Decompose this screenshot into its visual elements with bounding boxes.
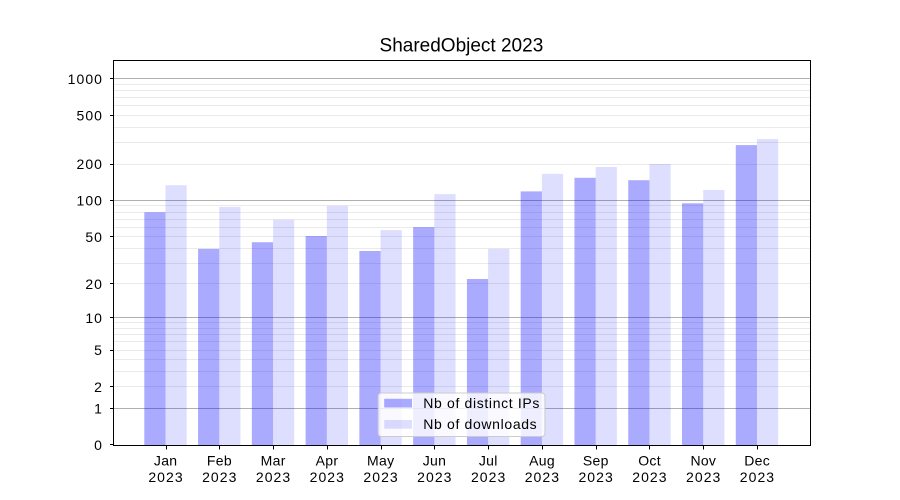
svg-text:Apr: Apr: [316, 453, 339, 469]
svg-text:Jan: Jan: [154, 453, 177, 469]
svg-text:10: 10: [85, 310, 103, 326]
svg-text:2023: 2023: [632, 469, 667, 485]
svg-text:Feb: Feb: [207, 453, 232, 469]
svg-text:Nov: Nov: [690, 453, 716, 469]
svg-text:Dec: Dec: [744, 453, 770, 469]
svg-text:SharedObject 2023: SharedObject 2023: [380, 36, 544, 57]
svg-text:20: 20: [85, 276, 103, 292]
svg-text:Jul: Jul: [479, 453, 498, 469]
svg-text:500: 500: [76, 108, 103, 124]
svg-text:2023: 2023: [525, 469, 560, 485]
svg-text:2023: 2023: [202, 469, 237, 485]
svg-text:2023: 2023: [148, 469, 183, 485]
svg-text:2023: 2023: [686, 469, 721, 485]
svg-text:Nb of distinct IPs: Nb of distinct IPs: [423, 395, 540, 411]
svg-text:Mar: Mar: [261, 453, 286, 469]
svg-text:200: 200: [76, 156, 103, 172]
svg-text:100: 100: [76, 193, 103, 209]
svg-text:2023: 2023: [256, 469, 291, 485]
svg-text:Oct: Oct: [638, 453, 661, 469]
svg-text:2023: 2023: [417, 469, 452, 485]
svg-text:50: 50: [85, 229, 103, 245]
svg-text:2023: 2023: [578, 469, 613, 485]
svg-text:Aug: Aug: [529, 453, 555, 469]
svg-text:May: May: [367, 453, 394, 469]
svg-text:0: 0: [94, 437, 103, 453]
svg-text:1000: 1000: [68, 71, 103, 87]
svg-text:2: 2: [94, 379, 103, 395]
svg-text:Jun: Jun: [423, 453, 446, 469]
svg-text:Sep: Sep: [583, 453, 609, 469]
svg-text:2023: 2023: [363, 469, 398, 485]
svg-text:1: 1: [94, 400, 103, 416]
svg-text:2023: 2023: [310, 469, 345, 485]
svg-text:Nb of downloads: Nb of downloads: [423, 416, 537, 432]
svg-text:2023: 2023: [740, 469, 775, 485]
svg-text:2023: 2023: [471, 469, 506, 485]
svg-text:5: 5: [94, 342, 103, 358]
